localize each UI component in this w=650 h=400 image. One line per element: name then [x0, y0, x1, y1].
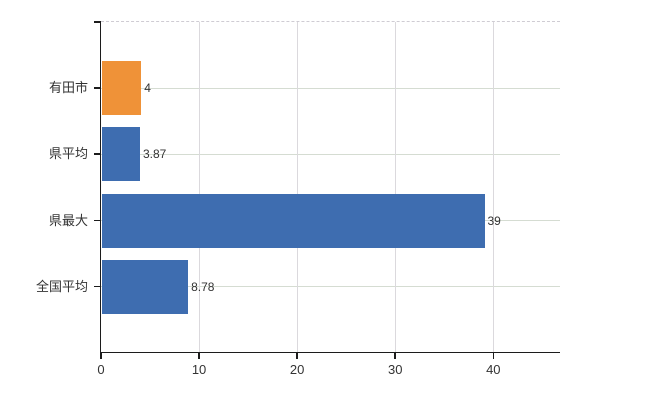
gridline-vertical [493, 22, 495, 353]
category-label: 全国平均 [35, 278, 88, 294]
y-axis-tick [94, 153, 101, 155]
bar-value-label: 4 [144, 81, 151, 96]
gridline-horizontal [101, 153, 560, 155]
gridline-horizontal [101, 87, 560, 89]
category-label: 県平均 [48, 146, 88, 162]
x-axis-line [99, 351, 560, 353]
y-axis-tick [94, 219, 101, 222]
y-axis-tick [94, 285, 101, 288]
x-axis-tick [492, 353, 495, 359]
bar-value-label: 3.87 [142, 147, 167, 162]
x-axis-tick [394, 353, 396, 359]
gridline-vertical [395, 22, 397, 353]
bar-1 [102, 127, 140, 182]
x-axis-tick-label: 40 [486, 362, 501, 377]
bar-3 [102, 259, 189, 314]
x-axis-tick [198, 353, 200, 359]
gridline-vertical [297, 22, 299, 353]
x-axis-tick [100, 353, 102, 359]
bar-2 [102, 193, 485, 248]
bar-value-label: 39 [487, 213, 501, 228]
y-axis-tick [94, 87, 101, 89]
y-axis-line [99, 21, 101, 353]
bar-value-label: 8.78 [191, 279, 215, 294]
gridline-horizontal [101, 286, 560, 288]
plot-top-border [101, 21, 560, 22]
bar-0 [102, 61, 142, 116]
gridline-vertical [199, 22, 201, 353]
y-axis-tick [94, 21, 101, 23]
x-axis-tick-label: 0 [97, 362, 105, 377]
category-label: 有田市 [48, 80, 88, 96]
category-label: 県最大 [48, 212, 88, 228]
x-axis-tick-label: 20 [289, 362, 305, 377]
x-axis-tick-label: 10 [191, 362, 207, 377]
x-axis-tick [296, 353, 298, 359]
x-axis-tick-label: 30 [387, 362, 403, 377]
